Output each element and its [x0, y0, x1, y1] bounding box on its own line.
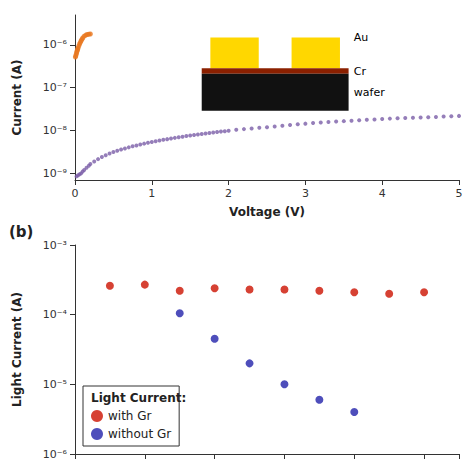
svg-text:2: 2	[225, 187, 232, 200]
svg-text:Current (A): Current (A)	[10, 59, 24, 135]
svg-text:(b): (b)	[9, 223, 33, 241]
svg-text:Voltage (V): Voltage (V)	[229, 205, 305, 219]
svg-text:10⁻⁶: 10⁻⁶	[43, 38, 68, 51]
svg-text:3: 3	[302, 187, 309, 200]
svg-text:10⁻⁷: 10⁻⁷	[43, 81, 67, 94]
svg-text:10⁻³: 10⁻³	[43, 239, 67, 252]
svg-text:5: 5	[456, 187, 463, 200]
svg-text:10⁻⁴: 10⁻⁴	[43, 308, 68, 321]
svg-text:10⁻⁵: 10⁻⁵	[43, 378, 67, 391]
svg-text:Au: Au	[354, 31, 369, 44]
svg-text:1: 1	[148, 187, 155, 200]
svg-text:10⁻⁹: 10⁻⁹	[43, 167, 67, 180]
svg-text:10⁻⁶: 10⁻⁶	[43, 448, 68, 461]
svg-text:Light Current:: Light Current:	[91, 391, 186, 405]
svg-text:0: 0	[72, 187, 79, 200]
svg-text:Cr: Cr	[354, 65, 367, 78]
svg-text:10⁻⁸: 10⁻⁸	[43, 124, 68, 137]
svg-text:with Gr: with Gr	[108, 409, 152, 423]
svg-text:without Gr: without Gr	[108, 427, 171, 441]
svg-text:wafer: wafer	[354, 86, 385, 99]
svg-text:4: 4	[379, 187, 386, 200]
svg-text:Light Current (A): Light Current (A)	[10, 292, 24, 407]
